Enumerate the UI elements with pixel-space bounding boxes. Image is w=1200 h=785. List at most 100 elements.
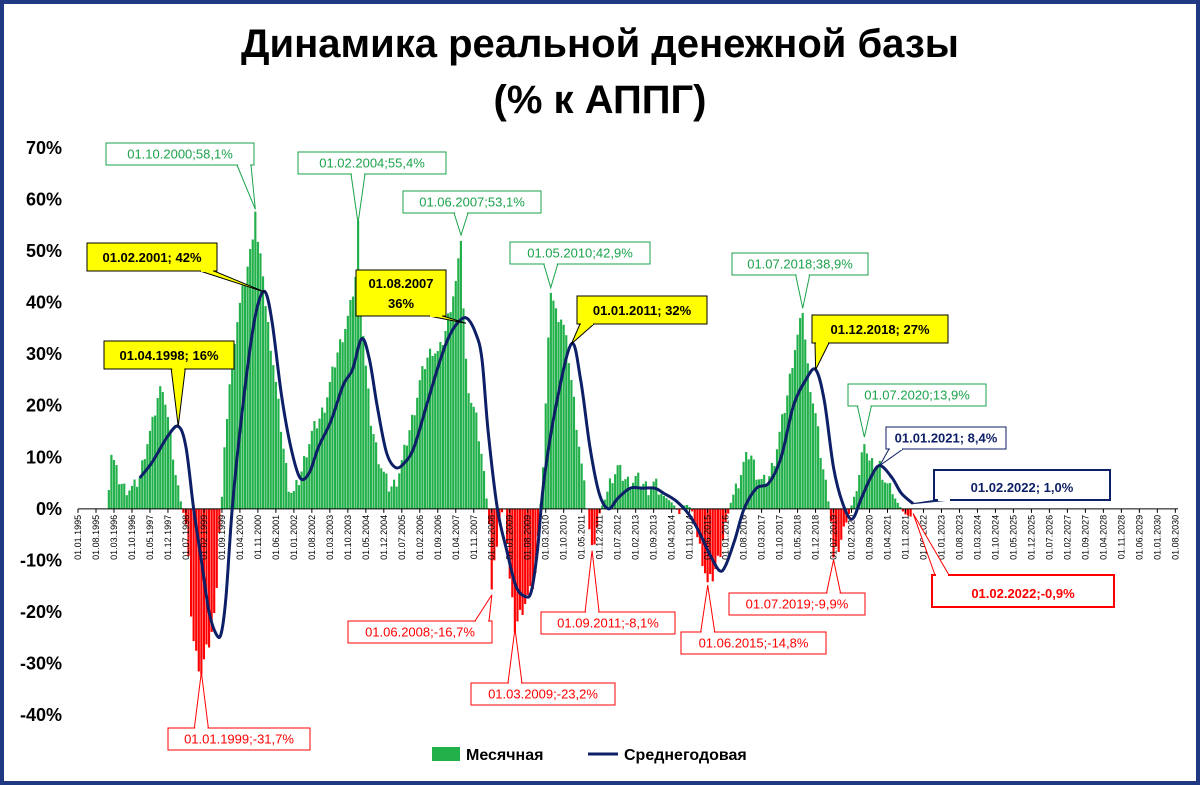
monthly-bar xyxy=(287,491,290,509)
x-tick-label: 01.05.2011 xyxy=(577,515,587,559)
monthly-bar xyxy=(177,485,180,509)
callout-label: 01.02.2022; 1,0% xyxy=(971,480,1074,495)
callout-box xyxy=(847,383,987,407)
monthly-bar xyxy=(454,280,457,509)
x-tick-label: 01.02.1999 xyxy=(199,515,209,560)
monthly-bar xyxy=(315,428,319,509)
monthly-bar xyxy=(732,494,735,509)
monthly-bar xyxy=(752,459,755,509)
monthly-bar xyxy=(768,476,771,509)
monthly-bar xyxy=(788,373,791,509)
monthly-bar xyxy=(210,508,213,632)
callout-label: 01.05.2010;42,9% xyxy=(527,246,633,261)
monthly-bar xyxy=(842,508,845,527)
monthly-bar xyxy=(254,211,257,509)
monthly-bar xyxy=(128,490,131,509)
monthly-bar xyxy=(624,479,627,509)
monthly-bar xyxy=(146,444,149,509)
x-tick-label: 01.03.2003 xyxy=(325,515,335,560)
monthly-bar xyxy=(860,452,863,509)
monthly-bar xyxy=(118,484,121,509)
x-tick-label: 01.11.2028 xyxy=(1116,515,1126,559)
monthly-bar xyxy=(560,319,563,509)
callout-label: 01.08.2007 xyxy=(368,276,433,291)
average-line xyxy=(138,289,915,640)
monthly-bar xyxy=(326,397,329,509)
monthly-bar xyxy=(583,480,586,509)
monthly-bar xyxy=(470,402,473,509)
monthly-bar xyxy=(426,357,429,509)
monthly-bar xyxy=(747,459,750,509)
callout-box xyxy=(470,682,616,706)
callout-box xyxy=(86,242,218,272)
callout-box xyxy=(576,295,708,325)
x-tick-label: 01.08.2016 xyxy=(739,515,749,560)
monthly-bar xyxy=(369,425,373,509)
monthly-bar xyxy=(801,312,804,509)
monthly-bar xyxy=(285,462,288,509)
monthly-bar xyxy=(619,464,622,509)
monthly-bar xyxy=(665,498,668,509)
y-tick-label: -40% xyxy=(20,705,62,725)
callout-pointer xyxy=(350,173,366,224)
callout-label: 01.01.2021; 8,4% xyxy=(895,431,998,446)
callout-pointer xyxy=(474,594,493,622)
monthly-bar xyxy=(781,414,784,509)
callout-pointer xyxy=(170,368,186,427)
monthly-bar xyxy=(626,476,630,509)
x-tick-label: 01.03.1996 xyxy=(109,515,119,560)
monthly-bar xyxy=(673,505,676,509)
callout-label: 01.02.2001; 42% xyxy=(102,250,201,265)
monthly-bar xyxy=(632,482,635,509)
monthly-bar xyxy=(341,342,344,509)
monthly-bar xyxy=(855,491,858,509)
monthly-bar xyxy=(179,501,182,509)
monthly-bar xyxy=(853,496,856,509)
monthly-bar xyxy=(382,471,385,509)
monthly-bar xyxy=(575,429,578,509)
monthly-bar xyxy=(464,358,468,509)
monthly-bar xyxy=(670,502,673,509)
monthly-bar xyxy=(357,221,360,509)
monthly-bar xyxy=(367,388,370,509)
monthly-bar xyxy=(526,508,529,595)
legend-label-monthly: Месячная xyxy=(466,747,543,764)
monthly-bar xyxy=(364,365,367,509)
monthly-bar xyxy=(192,508,195,642)
monthly-bar xyxy=(482,470,486,509)
monthly-bar xyxy=(629,489,632,509)
y-tick-label: 10% xyxy=(26,447,62,467)
monthly-bar xyxy=(655,478,658,509)
monthly-bar xyxy=(490,508,493,590)
monthly-bar xyxy=(480,453,483,509)
monthly-bar xyxy=(775,449,779,509)
monthly-bar xyxy=(390,486,393,509)
x-tick-label: 01.08.1995 xyxy=(91,515,101,560)
annotation-callout: 01.08.2007 36% xyxy=(355,269,467,324)
annotation-callout: 01.07.2018;38,9% xyxy=(731,252,869,309)
monthly-bar xyxy=(467,393,470,509)
monthly-bar xyxy=(799,318,802,509)
monthly-bar xyxy=(536,508,540,537)
monthly-bar xyxy=(172,459,175,509)
monthly-bar xyxy=(693,508,696,525)
x-tick-label: 01.03.2010 xyxy=(541,515,551,560)
x-tick-label: 01.11.2014 xyxy=(685,515,695,559)
monthly-bar xyxy=(516,508,519,622)
monthly-bar xyxy=(840,508,843,540)
annotation-callout: 01.01.2011; 32% xyxy=(570,295,708,345)
y-tick-label: -10% xyxy=(20,550,62,570)
monthly-bar xyxy=(871,458,874,509)
monthly-bar xyxy=(418,380,421,509)
monthly-bar xyxy=(344,329,347,509)
monthly-bar xyxy=(529,508,532,587)
monthly-bar xyxy=(434,353,437,509)
callout-pointer xyxy=(825,559,842,594)
monthly-bar xyxy=(804,339,807,509)
y-tick-label: 30% xyxy=(26,344,62,364)
x-tick-label: 01.09.2027 xyxy=(1080,515,1090,560)
x-tick-label: 01.12.2025 xyxy=(1026,515,1036,560)
monthly-bar xyxy=(377,464,380,509)
annotation-callout: 01.02.2022;-0,9% xyxy=(912,513,1115,608)
monthly-bar xyxy=(472,406,475,509)
